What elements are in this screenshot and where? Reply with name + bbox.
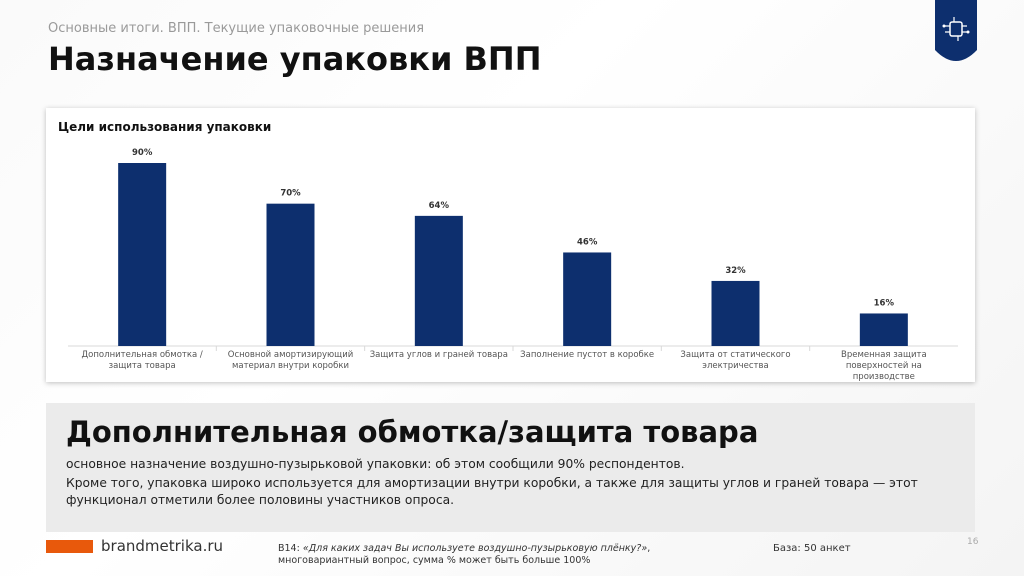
logo	[935, 0, 977, 61]
chart: 90% 70% 64% 46% 32% 16%	[68, 148, 958, 351]
summary-text: основное назначение воздушно-пузырьковой…	[66, 457, 685, 471]
bar	[118, 163, 167, 346]
summary-panel: Дополнительная обмотка/защита товара осн…	[46, 403, 975, 532]
question-id: В14:	[278, 543, 300, 554]
bar	[414, 215, 463, 346]
value-label: 64%	[429, 201, 450, 211]
chart-panel: Цели использования упаковки 90% 70% 64% 46%…	[46, 108, 975, 382]
summary-text: Кроме того, упаковка широко используется…	[66, 476, 918, 507]
site: brandmetrika.ru	[101, 537, 224, 555]
x-tick-label: Заполнение пустот в коробке	[520, 350, 655, 360]
x-tick-label: Защита от статического электричества	[680, 350, 791, 371]
value-label: 16%	[874, 298, 895, 308]
base: База: 50 анкет	[773, 543, 851, 554]
bar	[859, 313, 908, 346]
question: В14: «Для каких задач Вы используете воз…	[278, 543, 698, 567]
question-note: , многовариантный вопрос, сумма % может …	[278, 543, 651, 566]
summary-heading: Дополнительная обмотка/защита товара	[66, 415, 759, 449]
value-label: 90%	[132, 148, 153, 158]
x-tick-label: Защита углов и граней товара	[369, 350, 508, 360]
x-tick-label: Временная защита поверхностей на произво…	[841, 350, 927, 382]
value-label: 46%	[577, 237, 598, 247]
x-tick-label: Дополнительная обмотка / защита товара	[81, 350, 203, 371]
bar	[711, 280, 760, 346]
x-tick-label: Основной амортизирующий материал внутри …	[227, 350, 354, 371]
bar	[266, 203, 315, 346]
bar	[563, 252, 612, 346]
question-text: «Для каких задач Вы используете воздушно…	[302, 543, 648, 554]
value-label: 32%	[725, 266, 746, 276]
chart-title: Цели использования упаковки	[58, 120, 272, 134]
value-label: 70%	[280, 189, 301, 199]
accent-bar	[46, 540, 93, 553]
subtitle: Основные итоги. ВПП. Текущие упаковочные…	[48, 21, 425, 36]
title: Назначение упаковки ВПП	[48, 40, 542, 78]
page-number: 16	[967, 537, 979, 547]
